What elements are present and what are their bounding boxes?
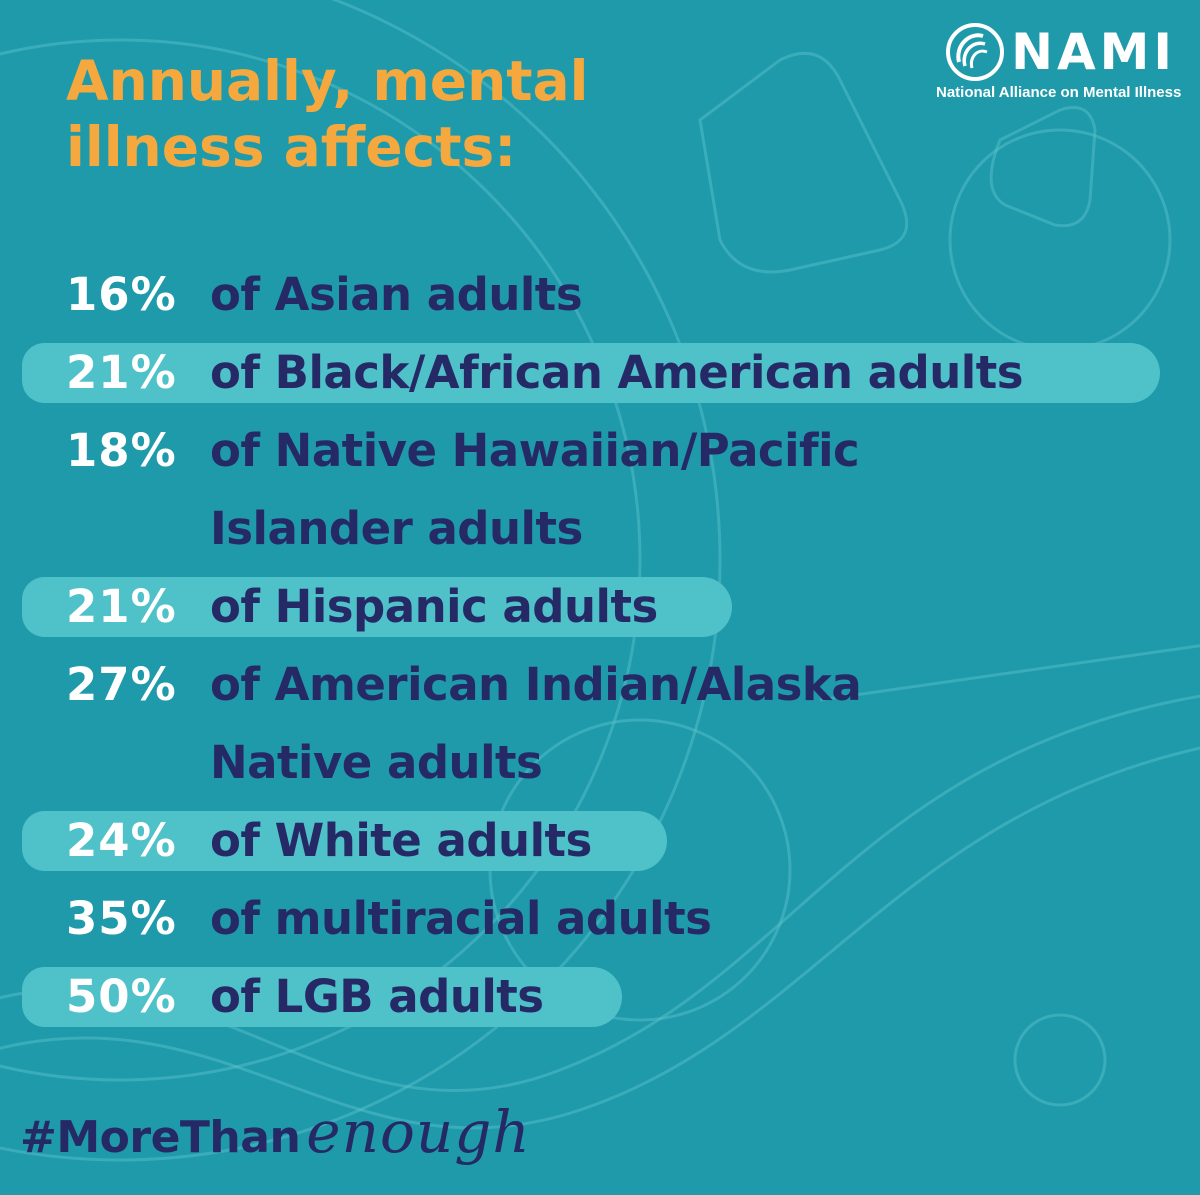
stat-label-line-1: of multiracial adults (210, 892, 712, 945)
stat-percent: 24% (66, 814, 177, 867)
stat-label-line-1: of Native Hawaiian/Pacific (210, 424, 860, 477)
stat-label-line-1: of Asian adults (210, 268, 583, 321)
stat-percent: 21% (66, 346, 177, 399)
stat-percent: 21% (66, 580, 177, 633)
headline: Annually, mental illness affects: (66, 48, 766, 180)
nami-wordmark: NAMI (1011, 23, 1176, 81)
stat-label-line-1: of LGB adults (210, 970, 544, 1023)
stat-label: of LGB adults (210, 958, 1150, 1036)
stat-percent: 35% (66, 892, 177, 945)
hashtag-script: enough (306, 1098, 531, 1166)
stat-label: of Native Hawaiian/Pacific Islander adult… (210, 412, 1150, 568)
headline-line-1: Annually, mental (66, 49, 589, 113)
highlight-brushstroke (22, 577, 732, 637)
stat-label-line-1: of American Indian/Alaska (210, 658, 862, 711)
stat-label: of White adults (210, 802, 1150, 880)
stat-label: of Asian adults (210, 256, 1150, 334)
deco-circle (1013, 1013, 1107, 1107)
highlight-brushstroke (22, 343, 1160, 403)
deco-ring (0, 0, 722, 1162)
stat-label-line-1: of White adults (210, 814, 592, 867)
stat-label-line-2: Native adults (210, 736, 543, 789)
deco-heart (989, 106, 1097, 228)
stat-label: of Hispanic adults (210, 568, 1150, 646)
stat-percent: 27% (66, 658, 177, 711)
highlight-brushstroke (22, 811, 667, 871)
nami-swirl-icon (946, 23, 1005, 81)
deco-wave (0, 746, 1200, 1130)
stat-label-line-1: of Hispanic adults (210, 580, 658, 633)
stat-label-line-1: of Black/African American adults (210, 346, 1023, 399)
stat-percent: 16% (66, 268, 177, 321)
stat-percent: 50% (66, 970, 177, 1023)
stat-label-line-2: Islander adults (210, 502, 583, 555)
stat-label: of multiracial adults (210, 880, 1150, 958)
highlight-brushstroke (22, 967, 622, 1027)
nami-logo: NAMI National Alliance on Mental Illness (936, 22, 1182, 101)
deco-heart (698, 51, 909, 274)
hashtag-main: #MoreThan (20, 1112, 301, 1163)
nami-tagline: National Alliance on Mental Illness (936, 84, 1182, 101)
stat-label: of American Indian/Alaska Native adults (210, 646, 1150, 802)
stat-percent: 18% (66, 424, 177, 477)
headline-line-2: illness affects: (66, 115, 517, 179)
deco-ring (0, 38, 642, 1082)
stat-label: of Black/African American adults (210, 334, 1150, 412)
campaign-hashtag: #MoreThan enough (20, 1098, 531, 1166)
deco-line (819, 644, 1200, 702)
